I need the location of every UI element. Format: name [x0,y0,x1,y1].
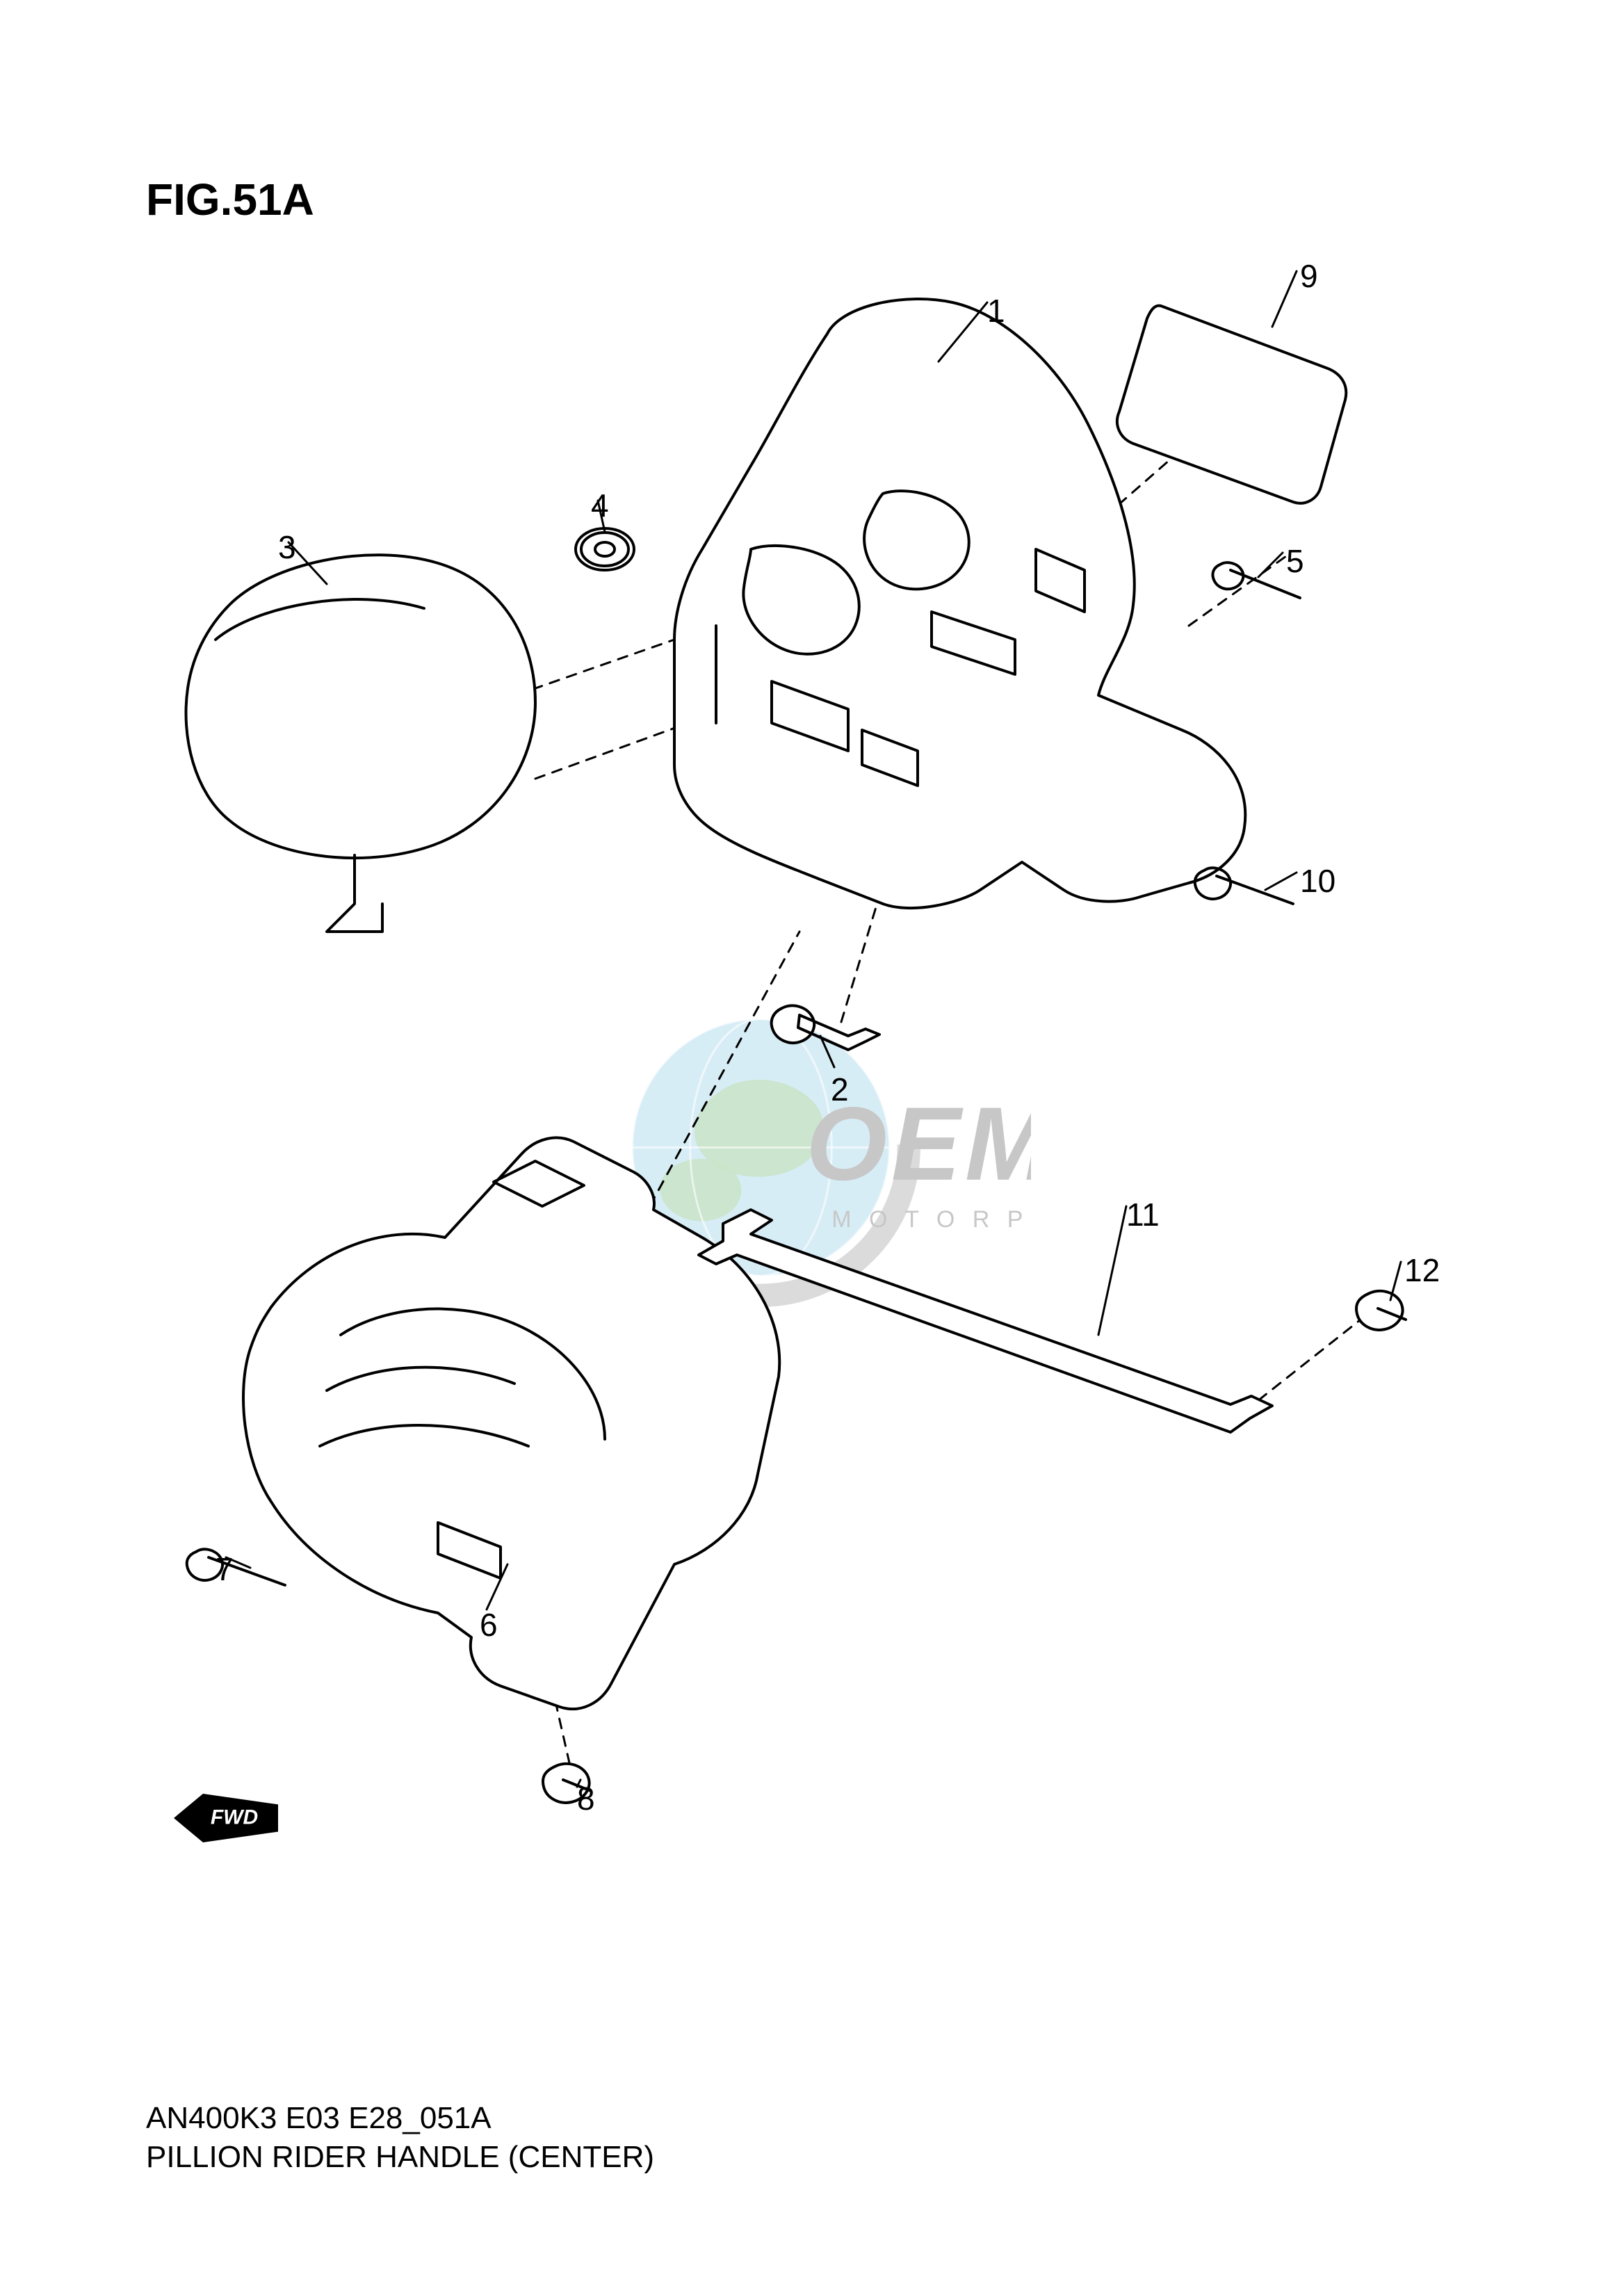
callout-6: 6 [480,1606,498,1644]
callout-8: 8 [577,1780,595,1817]
footer-line-1: AN400K3 E03 E28_051A [146,2099,654,2138]
figure-title: FIG.51A [146,174,314,225]
callout-9: 9 [1300,257,1318,295]
fwd-badge: FWD [174,1794,278,1842]
callout-10: 10 [1300,862,1335,900]
page: FIG.51A OEMM O T O R P A R T S 123456789… [0,0,1624,2295]
callout-4: 4 [591,487,609,524]
callout-3: 3 [278,528,296,566]
callout-1: 1 [987,292,1005,330]
callout-11: 11 [1126,1196,1160,1233]
callout-2: 2 [831,1071,849,1108]
footer-line-2: PILLION RIDER HANDLE (CENTER) [146,2138,654,2177]
footer: AN400K3 E03 E28_051A PILLION RIDER HANDL… [146,2099,654,2177]
svg-text:FWD: FWD [211,1806,258,1828]
callout-12: 12 [1404,1251,1440,1289]
exploded-diagram [146,250,1481,1891]
callout-5: 5 [1286,542,1304,580]
callout-7: 7 [216,1550,234,1588]
